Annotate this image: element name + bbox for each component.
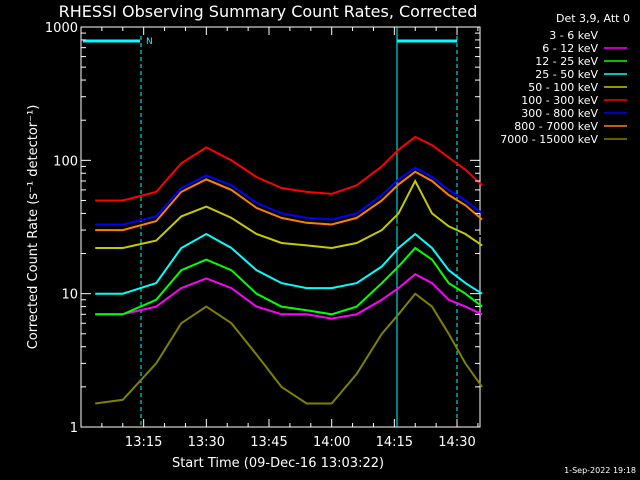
x-tick-label-2: 13:45: [250, 435, 287, 450]
x-axis-label: Start Time (09-Dec-16 13:03:22): [172, 456, 384, 471]
series-line-0: [95, 199, 483, 238]
series-line-1: [95, 273, 483, 320]
series-line-7: [95, 170, 483, 232]
series-line-8: [95, 292, 483, 405]
series-line-5: [95, 135, 483, 202]
y-tick-label-0: 1: [70, 421, 78, 436]
series-line-3: [95, 232, 483, 295]
timestamp-label: 1-Sep-2022 19:18: [564, 466, 636, 475]
legend-label-0: 3 - 6 keV: [549, 29, 598, 42]
y-tick-label-3: 1000: [45, 21, 78, 36]
legend-label-2: 12 - 25 keV: [535, 55, 598, 68]
x-tick-label-0: 13:15: [125, 435, 162, 450]
series-layer: [95, 135, 483, 405]
y-tick-label-1: 10: [61, 288, 78, 303]
legend-label-1: 6 - 12 keV: [542, 42, 598, 55]
flag-layer: N: [83, 27, 458, 427]
legend-header: Det 3,9, Att 0: [556, 12, 630, 25]
x-tick-label-3: 14:00: [313, 435, 350, 450]
x-tick-label-4: 14:15: [376, 435, 413, 450]
plot-area: N 13:15 13:30 13:45 14:00 14:15 14:30 1101001…: [45, 21, 483, 450]
legend-label-8: 7000 - 15000 keV: [500, 133, 598, 146]
legend-label-3: 25 - 50 keV: [535, 68, 598, 81]
x-tick-label-5: 14:30: [438, 435, 475, 450]
plot-frame: [80, 26, 481, 428]
y-axis-label: Corrected Count Rate (s⁻¹ detector⁻¹): [26, 105, 41, 350]
legend-label-6: 300 - 800 keV: [521, 107, 598, 120]
x-axis: 13:15 13:30 13:45 14:00 14:15 14:30: [101, 27, 479, 450]
series-line-4: [95, 178, 483, 250]
legend-label-7: 800 - 7000 keV: [514, 120, 598, 133]
y-tick-label-2: 100: [53, 154, 78, 169]
legend-label-4: 50 - 100 keV: [528, 81, 598, 94]
series-line-6: [95, 166, 483, 226]
flag-label: N: [146, 37, 153, 47]
series-line-2: [95, 246, 483, 316]
y-axis: 1 10 100 1000: [45, 21, 480, 436]
chart-title: RHESSI Observing Summary Count Rates, Co…: [59, 2, 478, 21]
legend-label-5: 100 - 300 keV: [521, 94, 598, 107]
x-tick-label-1: 13:30: [188, 435, 225, 450]
